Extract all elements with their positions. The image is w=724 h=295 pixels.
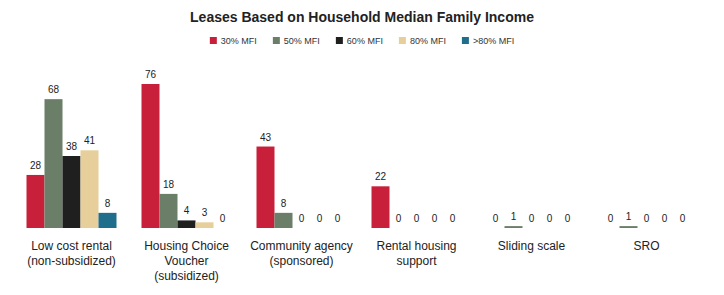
bar <box>674 228 692 229</box>
bar <box>444 228 462 229</box>
legend-item: 60% MFI <box>336 36 383 46</box>
data-label: 0 <box>662 213 668 224</box>
bar <box>390 228 408 229</box>
legend-item: 50% MFI <box>273 36 320 46</box>
legend-swatch <box>210 37 217 44</box>
data-label: 0 <box>680 213 686 224</box>
category-labels: Low cost rental(non-subsidized) Housing C… <box>27 239 659 283</box>
legend: 30% MFI 50% MFI 60% MFI 80% MFI >80% MFI <box>210 36 514 46</box>
category-line: (sponsored) <box>269 254 333 268</box>
bar <box>602 228 620 229</box>
bar <box>656 228 674 229</box>
category-line: (subsidized) <box>154 269 219 283</box>
legend-label: 60% MFI <box>347 36 383 46</box>
bar <box>408 228 426 229</box>
data-label: 0 <box>450 213 456 224</box>
bar <box>487 228 505 229</box>
data-label: 28 <box>30 160 42 171</box>
legend-item: 30% MFI <box>210 36 257 46</box>
category-line: Rental housing <box>376 239 456 253</box>
legend-swatch <box>462 37 469 44</box>
bar <box>523 228 541 229</box>
bar <box>45 99 63 228</box>
bar <box>214 228 232 229</box>
bar <box>178 220 196 228</box>
category-line: Community agency <box>250 239 353 253</box>
data-label: 8 <box>281 198 287 209</box>
bar <box>638 228 656 229</box>
category-line: (non-subsidized) <box>27 254 116 268</box>
data-label: 0 <box>220 213 226 224</box>
data-label: 0 <box>547 213 553 224</box>
bar <box>620 226 638 228</box>
legend-swatch <box>336 37 343 44</box>
legend-swatch <box>399 37 406 44</box>
bar <box>27 175 45 228</box>
data-label: 1 <box>511 211 517 222</box>
bar <box>257 147 275 228</box>
data-labels: 28683841876184304380002200000100001000 <box>30 69 686 224</box>
legend-item: 80% MFI <box>399 36 446 46</box>
bar <box>293 228 311 229</box>
bar <box>426 228 444 229</box>
data-label: 0 <box>299 213 305 224</box>
legend-label: 50% MFI <box>284 36 320 46</box>
data-label: 0 <box>493 213 499 224</box>
data-label: 0 <box>529 213 535 224</box>
bar <box>81 150 99 228</box>
legend-label: >80% MFI <box>473 36 514 46</box>
legend-item: >80% MFI <box>462 36 514 46</box>
data-label: 0 <box>317 213 323 224</box>
legend-swatch <box>273 37 280 44</box>
bar <box>196 222 214 228</box>
bar <box>63 156 81 228</box>
data-label: 0 <box>414 213 420 224</box>
data-label: 0 <box>396 213 402 224</box>
category-line: Low cost rental <box>31 239 112 253</box>
data-label: 0 <box>608 213 614 224</box>
data-label: 0 <box>432 213 438 224</box>
bar <box>142 84 160 228</box>
bar <box>329 228 347 229</box>
category-line: SRO <box>633 239 659 253</box>
data-label: 38 <box>66 141 78 152</box>
category-line: Voucher <box>164 254 208 268</box>
data-label: 3 <box>202 207 208 218</box>
data-label: 0 <box>335 213 341 224</box>
data-label: 43 <box>260 132 272 143</box>
data-label: 0 <box>644 213 650 224</box>
bars <box>25 84 694 228</box>
data-label: 0 <box>565 213 571 224</box>
category-label: Housing ChoiceVoucher(subsidized) <box>144 239 229 283</box>
chart: Leases Based on Household Median Family … <box>0 0 724 295</box>
bar <box>99 213 117 228</box>
bar <box>372 186 390 228</box>
bar <box>505 226 523 228</box>
data-label: 18 <box>163 179 175 190</box>
data-label: 8 <box>105 198 111 209</box>
category-label: SRO <box>633 239 659 253</box>
bar <box>275 213 293 228</box>
legend-label: 80% MFI <box>410 36 446 46</box>
bar <box>160 194 178 228</box>
category-line: support <box>396 254 437 268</box>
category-label: Sliding scale <box>498 239 566 253</box>
data-label: 22 <box>375 171 387 182</box>
category-label: Rental housingsupport <box>376 239 456 268</box>
data-label: 41 <box>84 135 96 146</box>
category-label: Low cost rental(non-subsidized) <box>27 239 116 268</box>
title: Leases Based on Household Median Family … <box>190 9 534 25</box>
data-label: 1 <box>626 211 632 222</box>
bar <box>559 228 577 229</box>
category-line: Housing Choice <box>144 239 229 253</box>
bar <box>311 228 329 229</box>
data-label: 68 <box>48 84 60 95</box>
category-label: Community agency(sponsored) <box>250 239 353 268</box>
data-label: 76 <box>145 69 157 80</box>
bar <box>541 228 559 229</box>
category-line: Sliding scale <box>498 239 566 253</box>
legend-label: 30% MFI <box>221 36 257 46</box>
data-label: 4 <box>184 205 190 216</box>
